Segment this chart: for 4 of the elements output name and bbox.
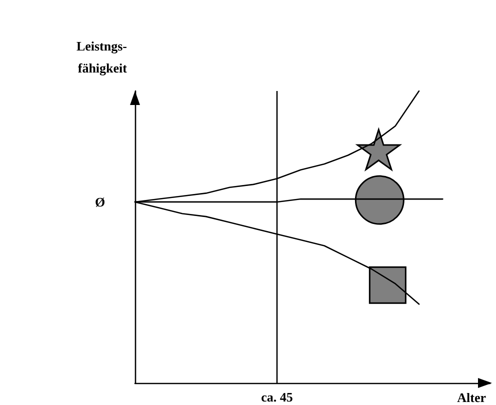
y-axis-title: Leistngs- fähigkeit [76, 38, 128, 76]
x-axis-title: Alter [457, 390, 486, 405]
text: Ø [95, 194, 106, 210]
text: ca. 45 [261, 390, 294, 404]
